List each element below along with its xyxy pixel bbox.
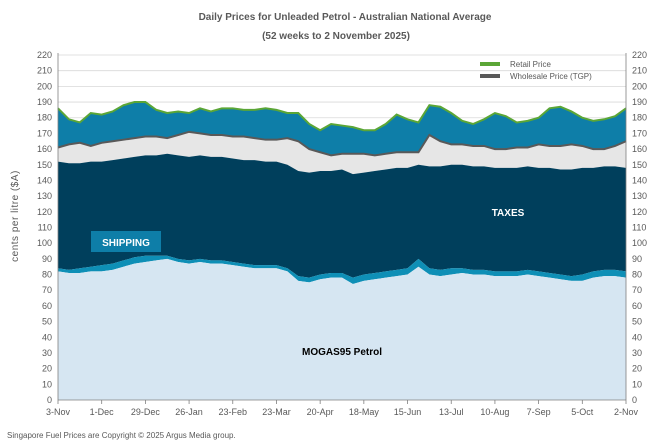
y-tick-right-220: 220: [632, 50, 647, 60]
wholesale-price-line: [57, 130, 627, 157]
retail-price-line: [57, 101, 627, 132]
y-tick-left-20: 20: [42, 364, 52, 374]
y-tick-right-160: 160: [632, 144, 647, 154]
x-tick-label-11: 7-Sep: [527, 407, 551, 417]
y-axis-label: cents per litre ($A): [10, 170, 21, 262]
x-tick-label-4: 23-Feb: [219, 407, 248, 417]
legend-swatch-wholesale: [480, 74, 500, 78]
y-tick-left-170: 170: [37, 128, 52, 138]
y-tick-right-0: 0: [632, 395, 637, 405]
y-tick-right-70: 70: [632, 285, 642, 295]
y-tick-left-160: 160: [37, 144, 52, 154]
y-tick-left-90: 90: [42, 254, 52, 264]
axes: [57, 53, 627, 401]
x-tick-label-12: 5-Oct: [571, 407, 594, 417]
y-tick-left-60: 60: [42, 301, 52, 311]
y-tick-left-140: 140: [37, 175, 52, 185]
y-tick-right-170: 170: [632, 128, 647, 138]
x-tick-labels: 3-Nov 1-Dec 29-Dec 26-Jan 23-Feb 23-Mar 20-Apr…: [46, 400, 639, 417]
y-tick-left-210: 210: [37, 66, 52, 76]
taxes-label: TAXES: [492, 208, 525, 219]
x-tick-label-5: 23-Mar: [262, 407, 291, 417]
x-tick-label-10: 10-Aug: [480, 407, 509, 417]
y-tick-right-140: 140: [632, 175, 647, 185]
y-tick-left-70: 70: [42, 285, 52, 295]
y-tick-right-180: 180: [632, 113, 647, 123]
wholesale-margin-area: [58, 131, 626, 175]
y-tick-right-200: 200: [632, 81, 647, 91]
x-tick-label-3: 26-Jan: [175, 407, 203, 417]
y-tick-left-190: 190: [37, 97, 52, 107]
y-tick-right-130: 130: [632, 191, 647, 201]
legend-label-wholesale: Wholesale Price (TGP): [510, 72, 592, 81]
x-tick-label-13: 2-Nov: [614, 407, 639, 417]
y-tick-left-110: 110: [38, 223, 52, 233]
y-tick-left-180: 180: [37, 113, 52, 123]
legend: Retail Price Wholesale Price (TGP): [480, 60, 592, 81]
y-tick-right-90: 90: [632, 254, 642, 264]
y-tick-right-190: 190: [632, 97, 647, 107]
area-layers: [58, 102, 626, 400]
x-tick-label-2: 29-Dec: [131, 407, 161, 417]
y-tick-right-120: 120: [632, 207, 647, 217]
x-tick-label-1: 1-Dec: [90, 407, 115, 417]
y-tick-right-10: 10: [632, 379, 642, 389]
y-tick-left-100: 100: [37, 238, 52, 248]
y-tick-left-80: 80: [42, 270, 52, 280]
legend-swatch-retail: [480, 62, 500, 66]
y-tick-right-150: 150: [632, 160, 647, 170]
x-tick-label-9: 13-Jul: [439, 407, 464, 417]
copyright-footer: Singapore Fuel Prices are Copyright © 20…: [7, 431, 236, 440]
x-tick-label-0: 3-Nov: [46, 407, 71, 417]
y-tick-labels-left: 0 10 20 30 40 50 60 70 80 90 100 110 120 130 140 150 160…: [37, 50, 52, 405]
y-tick-left-130: 130: [37, 191, 52, 201]
y-tick-left-150: 150: [37, 160, 52, 170]
y-tick-left-120: 120: [37, 207, 52, 217]
y-tick-right-210: 210: [632, 66, 647, 76]
shipping-label: SHIPPING: [102, 238, 150, 249]
chart-title: Daily Prices for Unleaded Petrol - Austr…: [199, 12, 492, 23]
x-tick-label-8: 15-Jun: [394, 407, 422, 417]
product-area: [58, 258, 626, 400]
chart-subtitle: (52 weeks to 2 November 2025): [262, 31, 410, 42]
taxes-area: [58, 153, 626, 278]
x-tick-label-7: 18-May: [349, 407, 380, 417]
y-tick-labels-right: 0 10 20 30 40 50 60 70 80 90 100 110 120 130 140 150 160…: [632, 50, 647, 405]
y-tick-right-60: 60: [632, 301, 642, 311]
series-lines: [57, 101, 627, 157]
y-tick-left-0: 0: [47, 395, 52, 405]
y-tick-right-80: 80: [632, 270, 642, 280]
y-tick-left-30: 30: [42, 348, 52, 358]
x-tick-label-6: 20-Apr: [307, 407, 334, 417]
legend-label-retail: Retail Price: [510, 60, 551, 69]
y-tick-left-40: 40: [42, 332, 52, 342]
y-tick-right-100: 100: [632, 238, 647, 248]
product-label: MOGAS95 Petrol: [302, 347, 382, 358]
y-tick-right-40: 40: [632, 332, 642, 342]
y-tick-right-30: 30: [632, 348, 642, 358]
y-tick-left-10: 10: [42, 379, 52, 389]
y-tick-left-220: 220: [37, 50, 52, 60]
y-tick-right-50: 50: [632, 317, 642, 327]
y-tick-left-50: 50: [42, 317, 52, 327]
shipping-label-box: [91, 231, 161, 252]
y-tick-right-20: 20: [632, 364, 642, 374]
y-tick-right-110: 110: [632, 223, 646, 233]
retail-margin-area: [58, 102, 626, 156]
y-tick-left-200: 200: [37, 81, 52, 91]
